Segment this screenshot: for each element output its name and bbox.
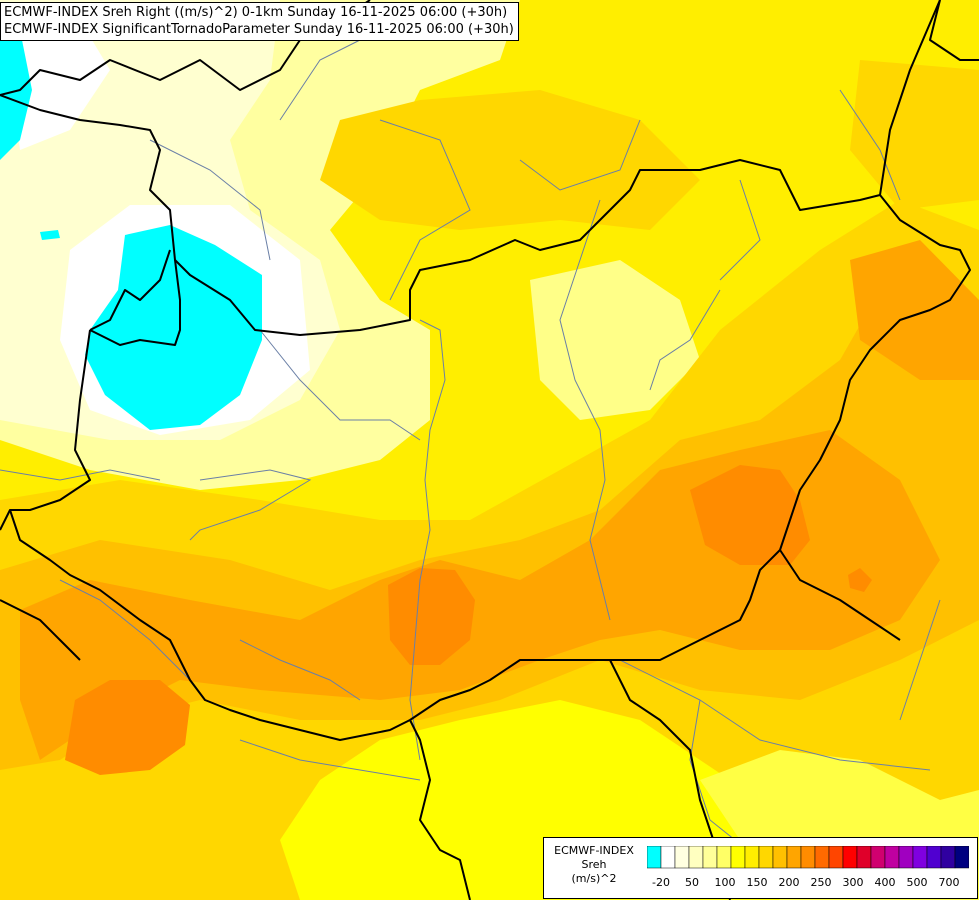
legend-tick-label: 300 [842,876,864,889]
legend-swatch [814,846,830,869]
legend-swatch [898,846,914,869]
border-sk-cz [89,259,181,346]
field-orange-dark-4 [848,568,872,592]
legend-tick-label: 500 [906,876,928,889]
field-orange-dark-2 [388,568,475,665]
field-cyan [0,40,262,430]
legend-tick-label: 150 [746,876,768,889]
field-orange-dark-3 [65,680,190,775]
field-pale-center [530,260,700,420]
legend-swatch [828,846,844,869]
title-line-sreh: ECMWF-INDEX Sreh Right ((m/s)^2) 0-1km S… [4,5,508,20]
legend-labels: -20 50 100 150 200 250 300 400 500 700 [647,876,967,890]
field-orange-ne [850,240,979,380]
border-sw [0,599,81,661]
border-se [779,549,901,641]
legend-swatch [744,846,760,869]
map-title-box: ECMWF-INDEX Sreh Right ((m/s)^2) 0-1km S… [0,2,519,41]
legend-title-model: ECMWF-INDEX [554,844,634,857]
legend-swatch [758,846,774,869]
field-gold-north [320,90,700,230]
legend-swatch [674,846,690,869]
legend-swatch [884,846,900,869]
border-north [0,0,941,336]
color-legend: ECMWF-INDEX Sreh (m/s)^2 -20 50 100 150 200 2… [543,837,978,899]
border-austria [89,249,171,331]
legend-swatch [940,846,956,869]
rivers [0,39,941,861]
legend-swatch [954,846,969,869]
legend-swatch [688,846,704,869]
border-south [409,719,471,900]
field-orange-dark-1 [690,465,810,565]
legend-tick-label: 50 [685,876,699,889]
legend-swatch [660,846,676,869]
legend-swatch [772,846,788,869]
legend-swatch [800,846,816,869]
legend-title: ECMWF-INDEX Sreh (m/s)^2 [544,844,644,886]
legend-title-unit: (m/s)^2 [571,872,617,885]
legend-swatch [786,846,802,869]
legend-swatch [647,846,662,869]
legend-color-bar [647,846,969,869]
legend-swatch [926,846,942,869]
legend-swatch [716,846,732,869]
legend-swatch [702,846,718,869]
legend-tick-label: -20 [652,876,670,889]
legend-tick-label: 200 [778,876,800,889]
title-line-stp: ECMWF-INDEX SignificantTornadoParameter … [4,22,514,37]
field-gold-ne [850,60,979,210]
field-cyan-small [40,230,60,240]
legend-swatch [912,846,928,869]
legend-tick-label: 250 [810,876,832,889]
legend-tick-label: 400 [874,876,896,889]
legend-swatch [842,846,858,869]
legend-title-variable: Sreh [581,858,607,871]
legend-tick-label: 700 [938,876,960,889]
legend-swatch [870,846,886,869]
legend-swatch [730,846,746,869]
border-ne [929,0,979,61]
legend-swatch [856,846,872,869]
legend-tick-label: 100 [714,876,736,889]
border-west [0,329,91,531]
